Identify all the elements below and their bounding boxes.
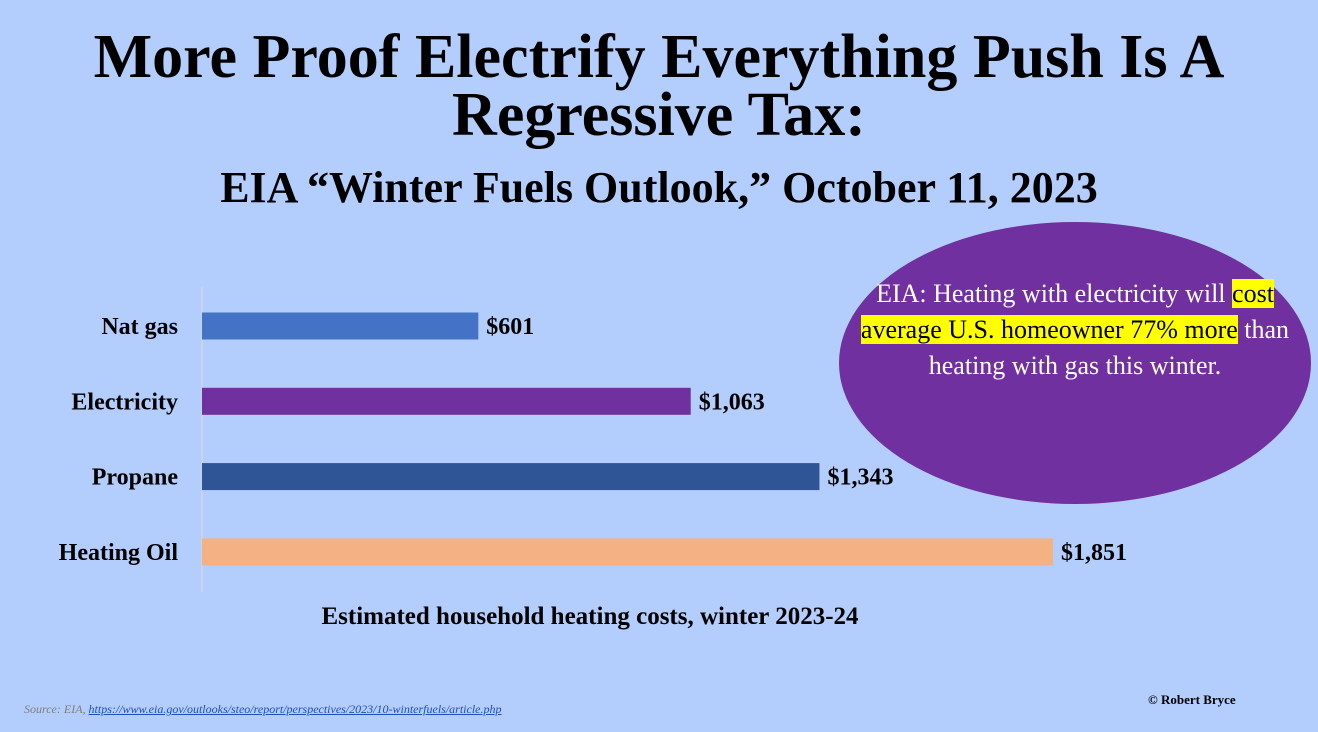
category-label: Electricity xyxy=(71,389,178,415)
data-label: $1,851 xyxy=(1061,540,1127,566)
bar-nat-gas xyxy=(202,312,479,340)
bar-heating-oil xyxy=(202,538,1053,566)
source-prefix: Source: EIA, xyxy=(24,702,89,716)
category-label: Heating Oil xyxy=(59,540,179,566)
copyright-credit: © Robert Bryce xyxy=(1148,692,1236,707)
chart-title: More Proof Electrify Everything Push Is … xyxy=(93,23,1225,149)
bar-electricity xyxy=(202,387,691,415)
data-label: $601 xyxy=(486,314,534,340)
callout-text-end: than heating with gas this winter. xyxy=(928,315,1290,380)
data-label: $1,063 xyxy=(699,389,765,415)
x-axis-label: Estimated household heating costs, winte… xyxy=(321,603,859,630)
source-note: Source: EIA, https://www.eia.gov/outlook… xyxy=(24,702,502,717)
data-label: $1,343 xyxy=(827,465,893,491)
chart-subtitle: EIA “Winter Fuels Outlook,” October 11, … xyxy=(220,163,1098,212)
callout-text-start: EIA: Heating with electricity will xyxy=(876,279,1233,308)
category-label: Nat gas xyxy=(101,314,178,340)
source-link[interactable]: https://www.eia.gov/outlooks/steo/report… xyxy=(88,702,502,716)
bar-propane xyxy=(202,463,820,491)
callout-bubble: EIA: Heating with electricity will cost … xyxy=(839,222,1311,504)
category-label: Propane xyxy=(92,465,179,491)
